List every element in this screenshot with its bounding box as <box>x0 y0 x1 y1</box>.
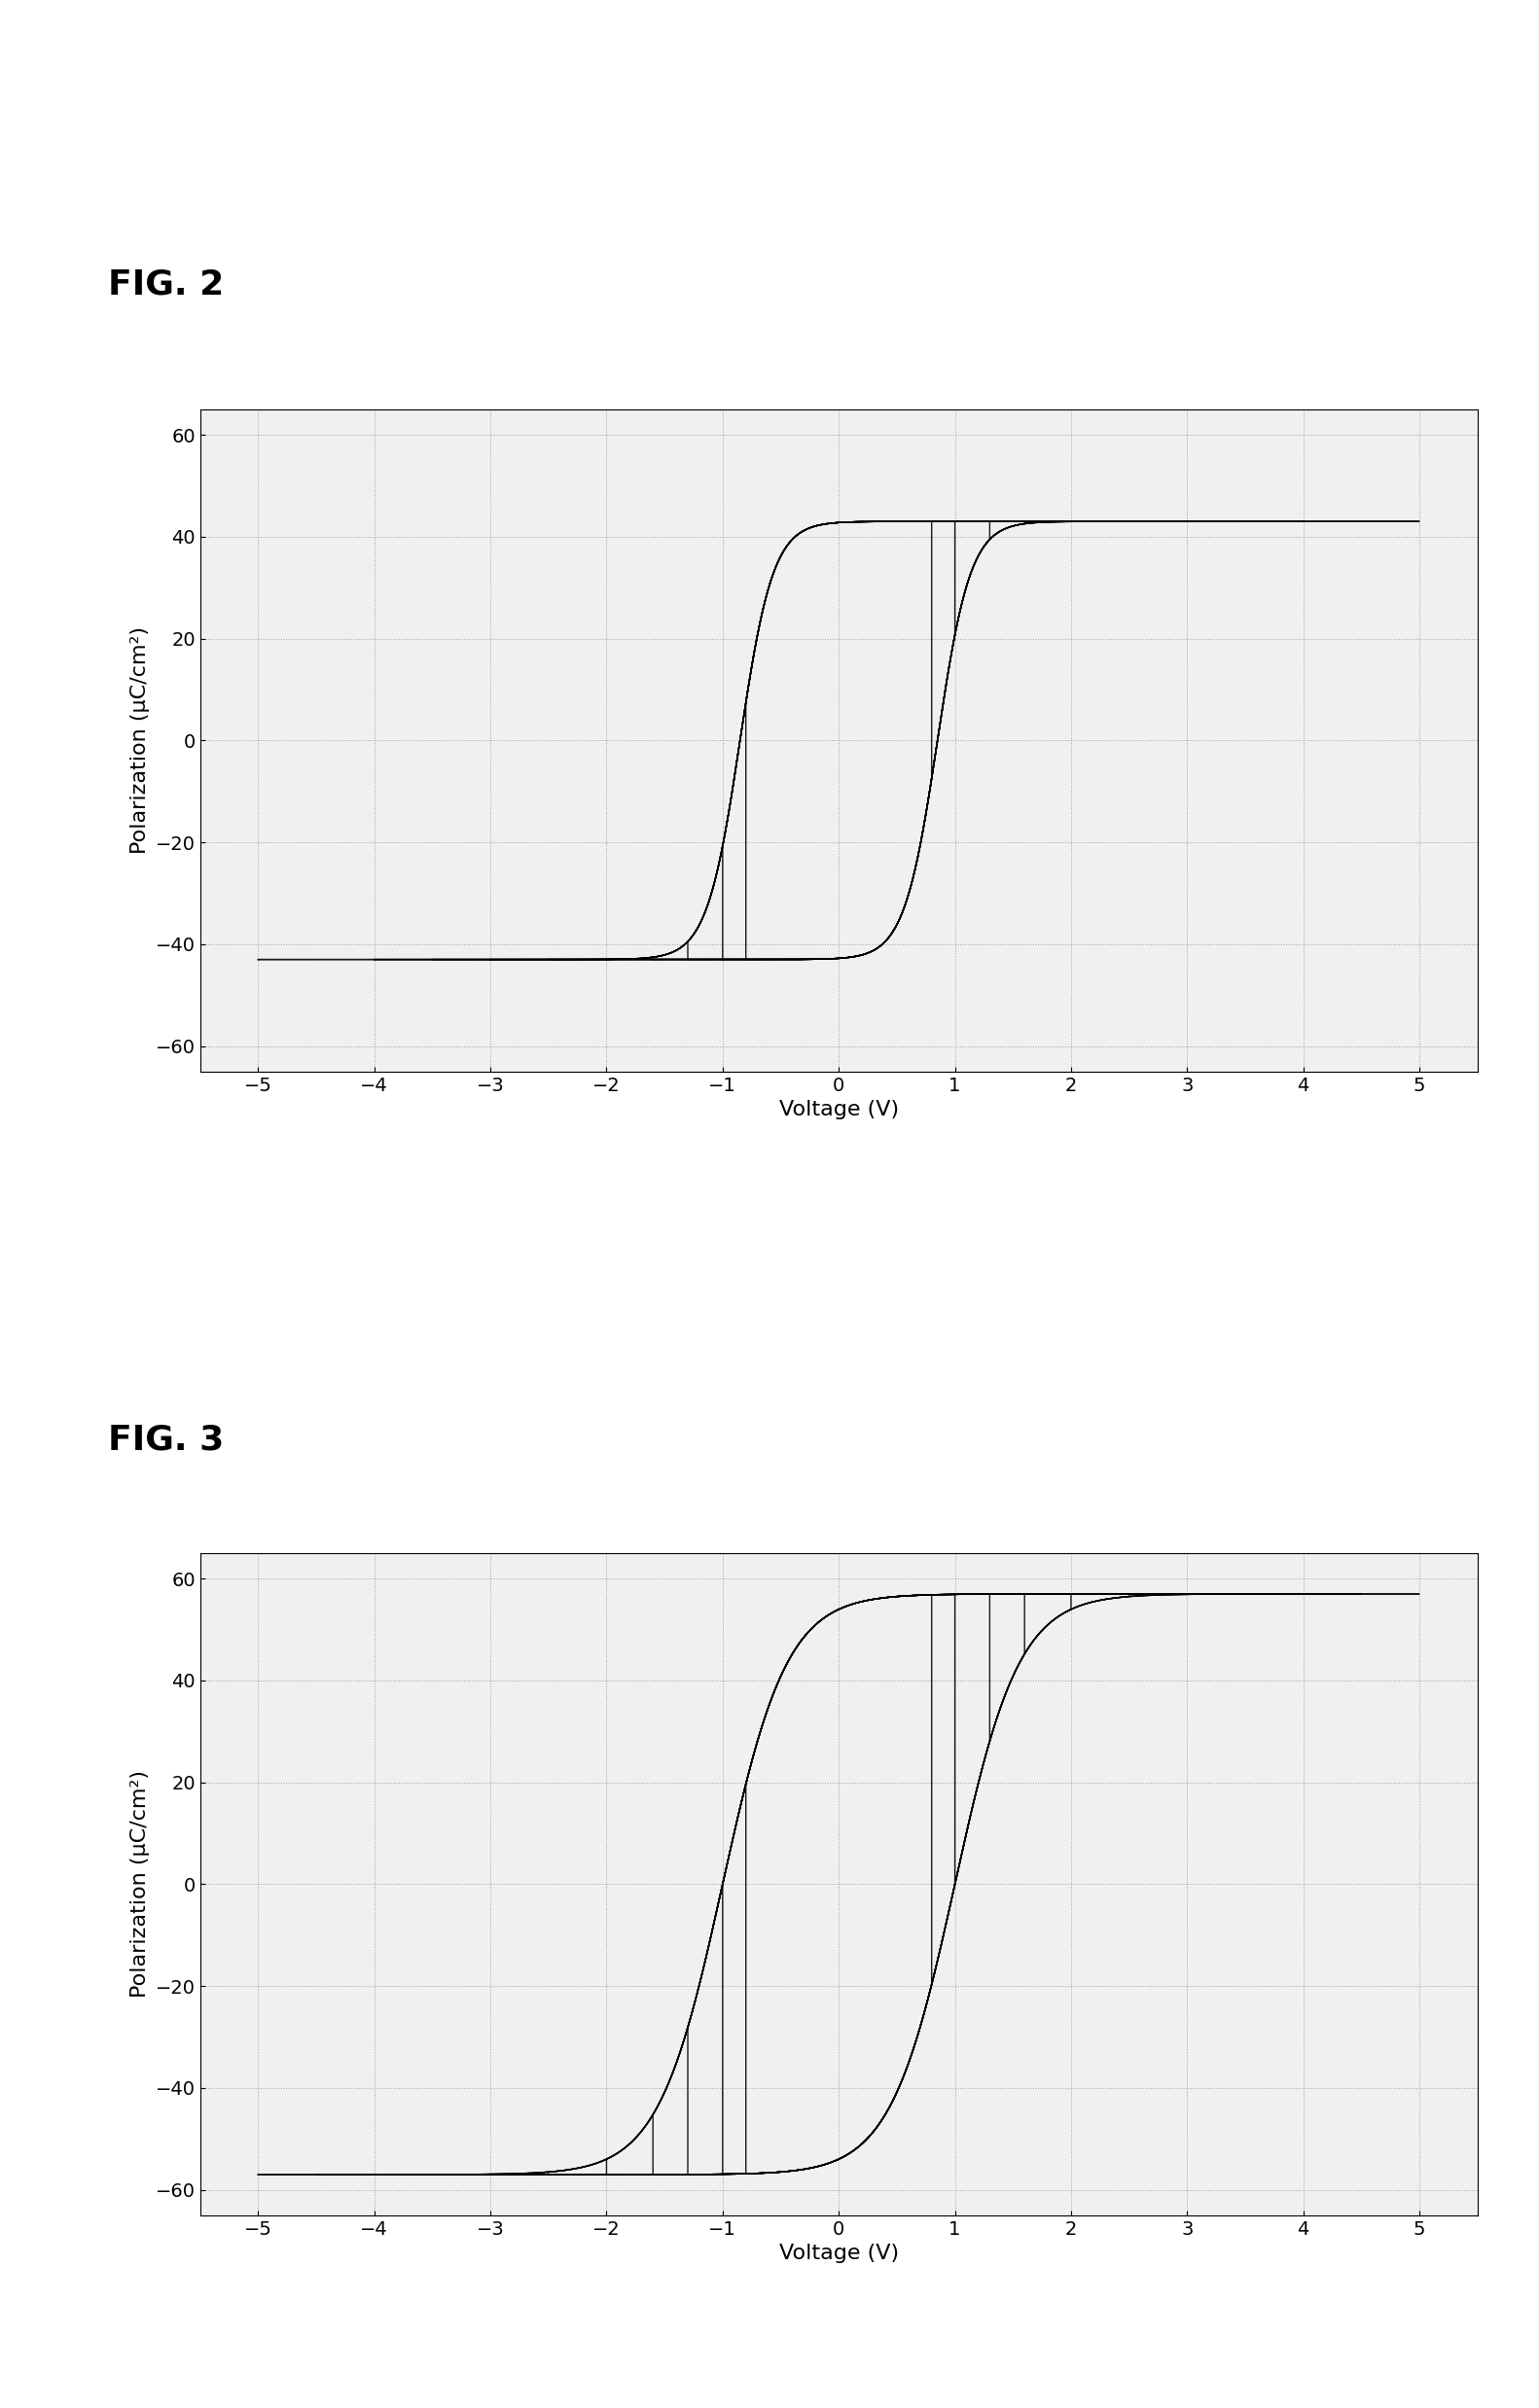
Text: FIG. 3: FIG. 3 <box>108 1423 223 1457</box>
Y-axis label: Polarization (μC/cm²): Polarization (μC/cm²) <box>131 1770 149 1999</box>
Text: FIG. 2: FIG. 2 <box>108 267 223 301</box>
X-axis label: Voltage (V): Voltage (V) <box>779 2244 899 2264</box>
Y-axis label: Polarization (μC/cm²): Polarization (μC/cm²) <box>131 626 149 855</box>
X-axis label: Voltage (V): Voltage (V) <box>779 1100 899 1120</box>
